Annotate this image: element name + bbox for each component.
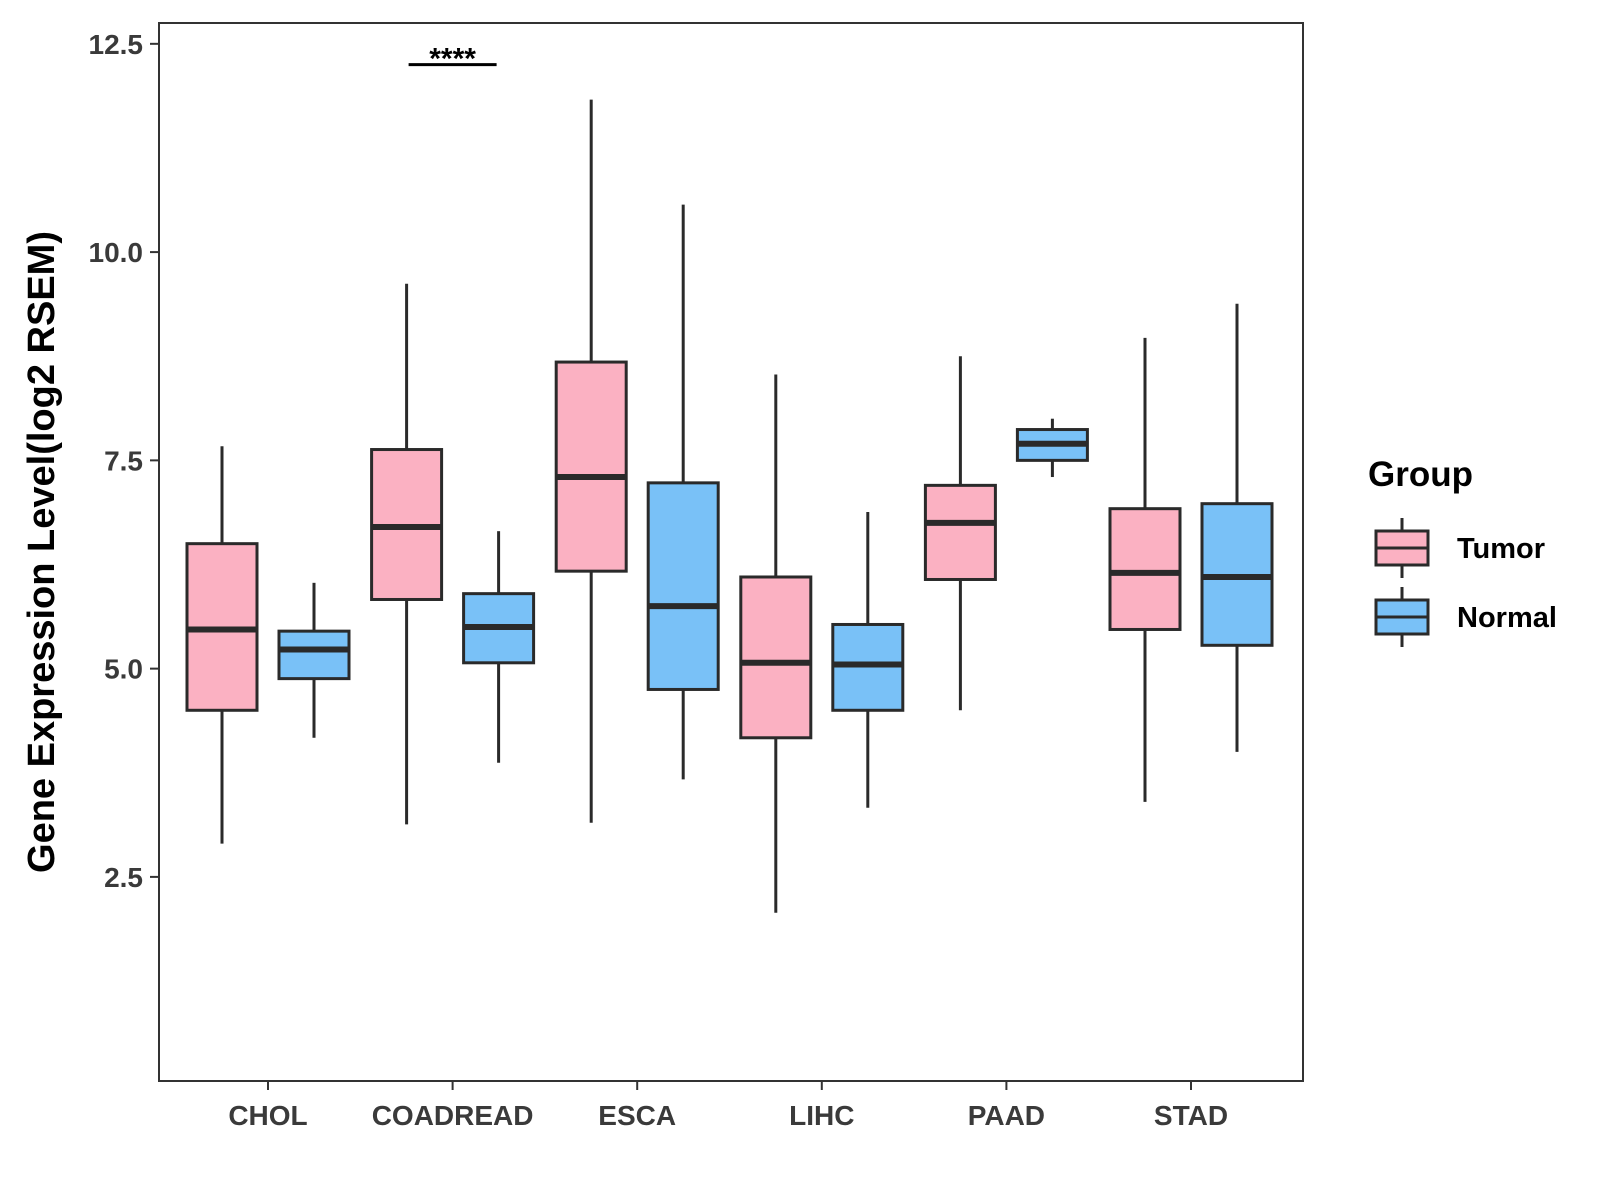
x-axis: CHOL COADREAD ESCA LIHC PAAD STAD [228, 1081, 1228, 1131]
box-normal-paad [1015, 418, 1089, 478]
box-body [554, 360, 628, 573]
y-tick-label: 10.0 [89, 237, 144, 268]
significance-annotations: **** [408, 43, 497, 76]
legend-title: Group [1368, 455, 1473, 494]
x-tick-label-chol: CHOL [228, 1100, 307, 1131]
y-axis: 2.5 5.0 7.5 10.0 12.5 [89, 29, 159, 893]
x-tick-label-paad: PAAD [968, 1100, 1045, 1131]
series-tumor [185, 99, 1182, 913]
box-tumor-lihc [739, 374, 813, 913]
box-tumor-esca [554, 99, 628, 823]
box-body [923, 483, 997, 581]
x-tick-label-coadread: COADREAD [372, 1100, 534, 1131]
box-tumor-coadread [370, 283, 444, 825]
box-normal-esca [646, 204, 720, 780]
series-normal [277, 204, 1274, 808]
box-tumor-stad [1108, 337, 1182, 802]
box-series-group [185, 99, 1274, 913]
y-tick-label: 7.5 [104, 445, 143, 476]
box-tumor-paad [923, 356, 997, 711]
y-tick-label: 5.0 [104, 654, 143, 685]
significance-label: **** [429, 43, 476, 76]
box-tumor-chol [185, 446, 259, 844]
x-tick-label-stad: STAD [1154, 1100, 1228, 1131]
box-body [646, 481, 720, 691]
y-tick-label: 2.5 [104, 862, 143, 893]
x-tick-label-lihc: LIHC [789, 1100, 854, 1131]
legend: Group Tumor Normal [1368, 455, 1557, 647]
x-tick-label-esca: ESCA [598, 1100, 676, 1131]
box-normal-lihc [831, 512, 905, 808]
box-normal-stad [1200, 303, 1274, 752]
legend-label-normal: Normal [1457, 602, 1557, 634]
box-normal-chol [277, 582, 351, 738]
box-body [277, 629, 351, 681]
box-body [1108, 507, 1182, 631]
y-axis-title: Gene Expression Level(log2 RSEM) [21, 231, 63, 873]
legend-key-tumor: Tumor [1374, 518, 1545, 578]
y-tick-label: 12.5 [89, 29, 144, 60]
legend-label-tumor: Tumor [1457, 533, 1545, 565]
box-body [739, 575, 813, 740]
box-normal-coadread [462, 531, 536, 763]
legend-key-normal: Normal [1374, 587, 1557, 647]
